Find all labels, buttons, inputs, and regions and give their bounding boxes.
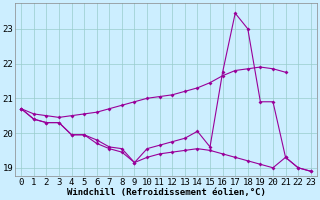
X-axis label: Windchill (Refroidissement éolien,°C): Windchill (Refroidissement éolien,°C)	[67, 188, 265, 197]
